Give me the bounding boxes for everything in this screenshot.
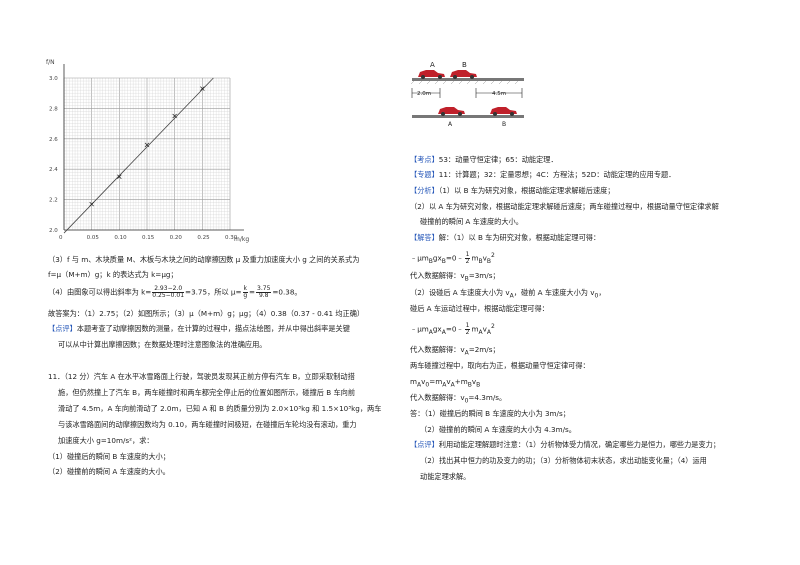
zhuanti: 【专题】11：计算题；32：定量思想；4C：方程法；52D：动能定理的应用专题． [410,170,676,179]
question-part1: （1）碰撞后的瞬间 B 车速度的大小； [48,452,170,461]
car-a-top [418,70,445,79]
answer-2: （2）碰撞前的瞬间 A 车速度的大小为 4.3m/s。 [420,425,576,434]
dianping: 【点评】利用动能定理解题时注意：（1）分析物体受力情况，确定哪些力是恒力，哪些力… [410,440,721,449]
fit-line-segment [63,77,214,234]
label-b-bottom: B [502,121,506,128]
question-line3: 滑动了 4.5m，A 车向前滑动了 2.0m，已知 A 和 B 的质量分别为 2… [58,404,382,413]
fenxi: 【分析】（1）以 B 车为研究对象，根据动能定理求解碰后速度； [410,186,615,195]
y-tick-label: 3.0 [49,76,58,82]
part2-motion: 碰后 A 车运动过程中，根据动能定理可得： [410,304,549,313]
result-va: 代入数据解得：vA=2m/s； [410,345,500,357]
x-tick-label: 0.25 [197,235,210,241]
question-line5: 加速度大小 g=10m/s²，求： [58,436,154,445]
momentum-intro: 两车碰撞过程中，取向右为正，根据动量守恒定律可得： [410,361,590,370]
y-tick-label: 2.0 [49,228,58,234]
car-b-bottom [490,107,517,116]
x-tick-label: 0 [59,235,63,241]
part2-setup: （2）设碰后 A 车速度大小为 vA，碰前 A 车速度大小为 v0， [410,288,606,300]
data-point [89,201,94,207]
car-a-bottom [438,107,465,116]
bottom-road [412,115,524,118]
question-line4: 与该冰雪路面间的动摩擦因数均为 0.10，两车碰撞时间极短，在碰撞后车轮均没有滚… [58,420,357,429]
graph-axes [63,64,244,231]
y-tick-label: 2.2 [49,198,58,204]
label-a-top: A [430,61,435,69]
data-point [172,113,177,119]
equation-2: ﹣μmAgxA=0﹣ 1 2 mAvA2 [410,321,495,336]
car-b-top [450,70,477,79]
fit-line [63,77,214,234]
x-tick-label: 0.20 [170,235,183,241]
y-tick-label: 2.6 [49,137,58,143]
data-points [89,86,205,207]
x-tick-label: 0.15 [142,235,155,241]
car-collision-figure: A B 2.0m 4.5m A B [410,61,524,128]
fenxi-line2: （2）以 A 车为研究对象，根据动能定理求解碰后速度；两车碰撞过程中，根据动量守… [410,202,719,211]
equation-1: ﹣μmBgxB=0﹣ 1 2 mBvB2 [410,250,495,265]
dist-b-label: 4.5m [492,91,506,97]
graph-grid [63,77,231,231]
y-tick-label: 2.4 [49,167,58,173]
comment-line1: 【点评】本题考查了动摩擦因数的测量，在计算的过程中，描点法绘图，并从中得出斜率是… [48,324,350,333]
x-axis-label: m/kg [234,236,249,243]
data-point [117,174,122,180]
result-vb: 代入数据解得：vB=3m/s； [410,271,500,283]
dimension-lines [411,88,523,98]
y-tick-label: 2.8 [49,106,58,112]
x-tick-label: 0.05 [87,235,100,241]
graph-ticks: 0 0.05 0.10 0.15 0.20 0.25 0.30 2.0 2.2 2.4 2.6 2.8… [49,76,238,241]
data-point [144,142,150,148]
question-line2: 施，但仍然撞上了汽车 B，两车碰撞时和两车都完全停止后的位置如图所示，碰撞后 B… [58,388,356,397]
jieda: 【解答】解：（1）以 B 车为研究对象，根据动能定理可得： [410,233,601,242]
x-tick-label: 0.30 [225,235,238,241]
answer-1: 答：（1）碰撞后的瞬间 B 车速度的大小为 3m/s； [410,409,570,418]
x-tick-label: 0.10 [114,235,127,241]
label-a-bottom: A [448,121,453,128]
question-line1: 11．（12 分）汽车 A 在水平冰雪路面上行驶，驾驶员发现其正前方停有汽车 B… [48,372,355,381]
dianping-line2: （2）找出其中恒力的功及变力的功；（3）分析物体初末状态，求出动能变化量；（4）… [420,456,707,465]
friction-graph: 0 0.05 0.10 0.15 0.20 0.25 0.30 2.0 2.2 2.4 2.6 2.8… [46,59,249,243]
question-part2: （2）碰撞前的瞬间 A 车速度的大小。 [48,467,170,476]
dist-a-label: 2.0m [417,91,431,97]
momentum-eq: mAv0=mAvA+mBvB [410,377,481,389]
answer-3-line2: f=μ（M+m）g；k 的表达式为 k=μg； [48,270,178,279]
answer-summary: 故答案为：（1）2.75；（2）如图所示；（3）μ（M+m）g；μg；（4）0.… [48,309,365,318]
label-b-top: B [462,61,467,69]
answer-4-line: （4）由图象可以得出斜率为 k= 2.93−2.0 0.25−0.01 =3.75，所… [48,285,302,299]
top-road [410,78,524,85]
kaodian: 【考点】53：动量守恒定律；65：动能定理． [410,155,558,164]
y-axis-label: f/N [46,59,55,66]
comment-line2: 可以从中计算出摩擦因数；在数据处理时注意图象法的准确应用。 [58,340,267,349]
answer-3-line1: （3）f 与 m、木块质量 M、木板与木块之间的动摩擦因数 μ 及重力加速度大小… [48,255,360,264]
result-v0: 代入数据解得：v0=4.3m/s。 [410,393,507,405]
data-point [200,86,205,91]
dianping-line3: 动能定理求解。 [420,472,471,481]
fenxi-line3: 碰撞前的瞬间 A 车速度的大小。 [420,217,523,226]
